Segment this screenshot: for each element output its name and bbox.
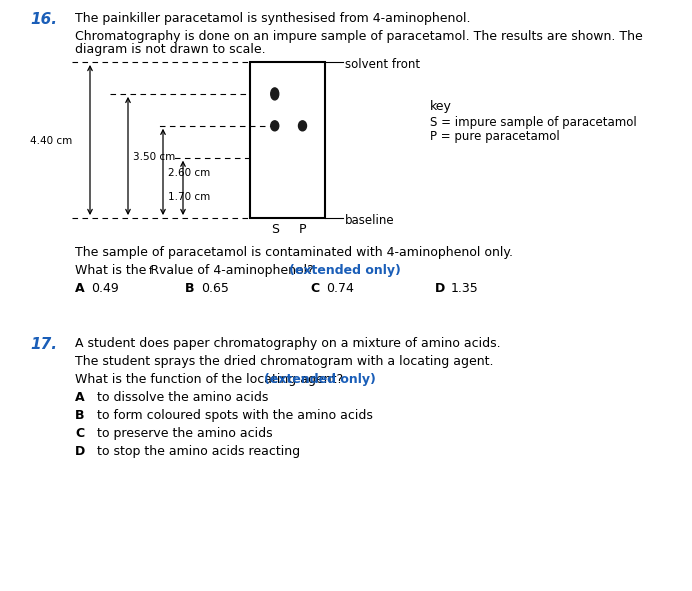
Text: key: key <box>430 100 452 113</box>
Text: 0.74: 0.74 <box>326 282 354 295</box>
Text: f: f <box>149 267 152 277</box>
Text: S: S <box>271 223 279 236</box>
Text: D: D <box>75 445 85 458</box>
Text: Chromatography is done on an impure sample of paracetamol. The results are shown: Chromatography is done on an impure samp… <box>75 30 643 43</box>
Ellipse shape <box>298 121 307 131</box>
Text: 4.40 cm: 4.40 cm <box>30 136 72 146</box>
Text: B: B <box>75 409 84 422</box>
Text: 3.50 cm: 3.50 cm <box>133 152 175 162</box>
Text: C: C <box>75 427 84 440</box>
Text: What is the function of the locating agent?: What is the function of the locating age… <box>75 373 343 386</box>
Text: A: A <box>75 282 84 295</box>
Text: solvent front: solvent front <box>345 58 420 71</box>
Text: B: B <box>185 282 194 295</box>
Text: D: D <box>435 282 445 295</box>
Text: The student sprays the dried chromatogram with a locating agent.: The student sprays the dried chromatogra… <box>75 355 493 368</box>
Text: to dissolve the amino acids: to dissolve the amino acids <box>97 391 268 404</box>
Text: 0.49: 0.49 <box>91 282 119 295</box>
Text: to form coloured spots with the amino acids: to form coloured spots with the amino ac… <box>97 409 373 422</box>
Text: S = impure sample of paracetamol: S = impure sample of paracetamol <box>430 116 637 129</box>
Text: 1.70 cm: 1.70 cm <box>168 192 210 202</box>
Text: baseline: baseline <box>345 214 394 227</box>
Text: P = pure paracetamol: P = pure paracetamol <box>430 130 560 143</box>
Bar <box>250 62 325 218</box>
Text: to stop the amino acids reacting: to stop the amino acids reacting <box>97 445 300 458</box>
Ellipse shape <box>271 121 279 131</box>
Text: 16.: 16. <box>30 12 57 27</box>
Text: C: C <box>310 282 319 295</box>
Text: 17.: 17. <box>30 337 57 352</box>
Text: 0.65: 0.65 <box>201 282 229 295</box>
Text: What is the R: What is the R <box>75 264 159 277</box>
Text: A: A <box>75 391 84 404</box>
Text: The painkiller paracetamol is synthesised from 4-aminophenol.: The painkiller paracetamol is synthesise… <box>75 12 471 25</box>
Text: diagram is not drawn to scale.: diagram is not drawn to scale. <box>75 43 266 56</box>
Text: P: P <box>299 223 307 236</box>
Text: value of 4-aminophenol?: value of 4-aminophenol? <box>155 264 313 277</box>
Ellipse shape <box>271 88 279 100</box>
Text: 1.35: 1.35 <box>451 282 479 295</box>
Text: (extended only): (extended only) <box>264 373 376 386</box>
Text: to preserve the amino acids: to preserve the amino acids <box>97 427 273 440</box>
Text: (extended only): (extended only) <box>289 264 401 277</box>
Text: The sample of paracetamol is contaminated with 4-aminophenol only.: The sample of paracetamol is contaminate… <box>75 246 513 259</box>
Text: 2.60 cm: 2.60 cm <box>168 168 210 178</box>
Text: A student does paper chromatography on a mixture of amino acids.: A student does paper chromatography on a… <box>75 337 500 350</box>
